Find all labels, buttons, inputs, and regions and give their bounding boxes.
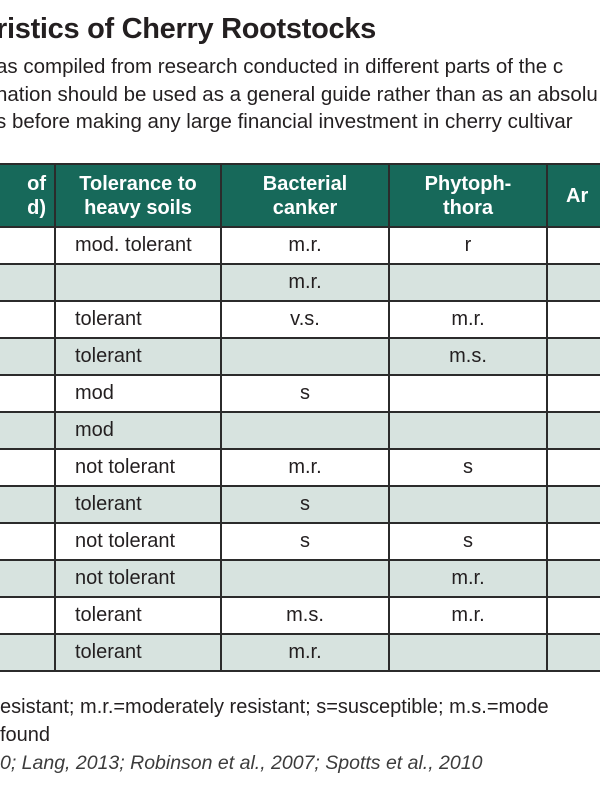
- intro-line: s before making any large financial inve…: [0, 110, 573, 133]
- table-row: tolerant v.s. m.r.: [0, 300, 600, 339]
- table-row: not tolerant m.r. s: [0, 448, 600, 487]
- table-cell: m.r.: [220, 263, 390, 302]
- header-cell-bacterial-canker: Bacterial canker: [220, 163, 390, 228]
- table-cell: tolerant: [54, 596, 222, 635]
- footnote-references: 0; Lang, 2013; Robinson et al., 2007; Sp…: [0, 752, 483, 774]
- table-row: m.r.: [0, 263, 600, 302]
- table-cell: [388, 633, 548, 672]
- intro-line: as compiled from research conducted in d…: [0, 55, 564, 78]
- table-cell: r: [388, 226, 548, 265]
- table-cell: [0, 374, 56, 413]
- table-cell: [388, 485, 548, 524]
- table-cell: m.r.: [388, 596, 548, 635]
- rootstock-table: of d) Tolerance to heavy soils Bacterial…: [0, 163, 600, 672]
- table-cell: tolerant: [54, 337, 222, 376]
- table-cell: [0, 559, 56, 598]
- table-row: tolerant m.s. m.r.: [0, 596, 600, 635]
- table-cell: [546, 337, 600, 376]
- table-cell: m.r.: [388, 300, 548, 339]
- table-header-row: of d) Tolerance to heavy soils Bacterial…: [0, 163, 600, 228]
- table-cell: not tolerant: [54, 559, 222, 598]
- header-cell-cropped-left: of d): [0, 163, 56, 228]
- table-cell: not tolerant: [54, 448, 222, 487]
- table-cell: [546, 596, 600, 635]
- table-row: not tolerant s s: [0, 522, 600, 561]
- table-cell: s: [220, 522, 390, 561]
- table-cell: mod: [54, 411, 222, 450]
- table-cell: [0, 411, 56, 450]
- table-cell: s: [388, 522, 548, 561]
- header-text: of: [27, 172, 46, 195]
- table-cell: mod. tolerant: [54, 226, 222, 265]
- table-cell: s: [220, 485, 390, 524]
- table-row: mod s: [0, 374, 600, 413]
- header-text: d): [27, 196, 46, 219]
- table-cell: [546, 485, 600, 524]
- table-cell: [0, 263, 56, 302]
- table-cell: m.r.: [220, 448, 390, 487]
- table-cell: [546, 374, 600, 413]
- table-cell: [0, 226, 56, 265]
- header-text: heavy soils: [84, 196, 192, 219]
- table-cell: m.s.: [388, 337, 548, 376]
- table-row: mod: [0, 411, 600, 450]
- table-cell: [546, 522, 600, 561]
- table-cell: [388, 374, 548, 413]
- footnotes: esistant; m.r.=moderately resistant; s=s…: [0, 693, 549, 775]
- table-cell: tolerant: [54, 485, 222, 524]
- table-cell: [546, 226, 600, 265]
- intro-line: nation should be used as a general guide…: [0, 82, 598, 106]
- header-text: thora: [443, 196, 493, 219]
- table-cell: [0, 448, 56, 487]
- page-title: ristics of Cherry Rootstocks: [0, 13, 376, 45]
- table-cell: [546, 633, 600, 672]
- header-cell-cropped-right: Ar: [546, 163, 600, 228]
- table-cell: s: [388, 448, 548, 487]
- table-cell: mod: [54, 374, 222, 413]
- table-cell: v.s.: [220, 300, 390, 339]
- table-cell: [0, 300, 56, 339]
- table-cell: m.r.: [220, 633, 390, 672]
- header-cell-tolerance-heavy-soils: Tolerance to heavy soils: [54, 163, 222, 228]
- intro-paragraph: as compiled from research conducted in d…: [0, 53, 598, 136]
- table-cell: [220, 411, 390, 450]
- table-cell: [0, 522, 56, 561]
- table-cell: [220, 559, 390, 598]
- table-cell: [546, 559, 600, 598]
- table-cell: s: [220, 374, 390, 413]
- footnote-legend: esistant; m.r.=moderately resistant; s=s…: [0, 696, 549, 718]
- table-cell: [546, 448, 600, 487]
- table-cell: [546, 411, 600, 450]
- table-cell: [0, 337, 56, 376]
- table-cell: not tolerant: [54, 522, 222, 561]
- table-row: not tolerant m.r.: [0, 559, 600, 598]
- table-row: tolerant s: [0, 485, 600, 524]
- table-row: tolerant m.r.: [0, 633, 600, 672]
- header-text: Ar: [566, 184, 589, 207]
- table-cell: [546, 263, 600, 302]
- table-cell: [388, 411, 548, 450]
- table-cell: m.r.: [220, 226, 390, 265]
- table-cell: tolerant: [54, 633, 222, 672]
- footnote-blank-note: found: [0, 724, 51, 746]
- table-cell: [0, 596, 56, 635]
- table-cell: m.s.: [220, 596, 390, 635]
- table-cell: [220, 337, 390, 376]
- table-cell: [388, 263, 548, 302]
- table-row: tolerant m.s.: [0, 337, 600, 376]
- table-cell: [546, 300, 600, 339]
- header-text: Tolerance to: [79, 172, 197, 195]
- header-text: canker: [272, 196, 338, 219]
- table-row: mod. tolerant m.r. r: [0, 226, 600, 265]
- table-cell: m.r.: [388, 559, 548, 598]
- header-text: Phytoph-: [424, 172, 512, 195]
- header-text: Bacterial: [262, 172, 348, 195]
- table-cell: [0, 485, 56, 524]
- table-cell: [54, 263, 222, 302]
- table-cell: tolerant: [54, 300, 222, 339]
- table-cell: [0, 633, 56, 672]
- header-cell-phytophthora: Phytoph- thora: [388, 163, 548, 228]
